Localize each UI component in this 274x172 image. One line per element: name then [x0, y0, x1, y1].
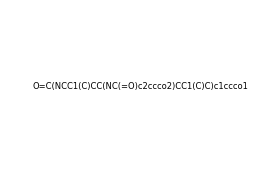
Text: O=C(NCC1(C)CC(NC(=O)c2ccco2)CC1(C)C)c1ccco1: O=C(NCC1(C)CC(NC(=O)c2ccco2)CC1(C)C)c1cc…	[33, 82, 248, 91]
